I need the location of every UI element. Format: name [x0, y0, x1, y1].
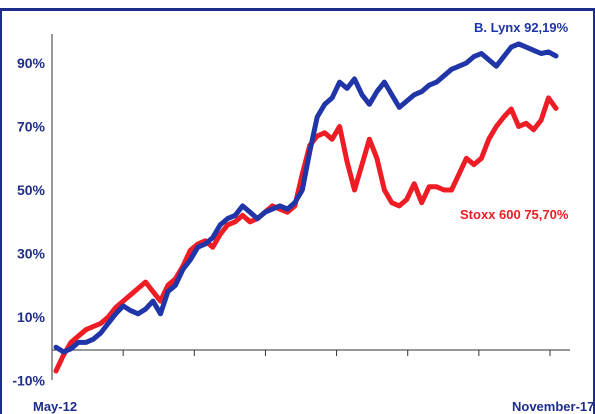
plot-area [53, 41, 559, 374]
chart-frame-right-border [593, 8, 595, 414]
y-tick-label: 90% [17, 55, 46, 71]
y-ticks: -10% 10% 30% 50% 70% 90% [12, 55, 45, 389]
series-label-lynx: B. Lynx 92,19% [474, 20, 569, 35]
chart-frame-left-border [0, 8, 2, 414]
series-line-stoxx [53, 95, 559, 374]
series-label-stoxx: Stoxx 600 75,70% [460, 207, 569, 222]
x-tick-label-end: November-17 [512, 399, 594, 414]
series-line-lynx [53, 41, 559, 355]
y-tick-label: 30% [17, 246, 46, 262]
y-tick-label: 10% [17, 309, 46, 325]
x-tick-label-start: May-12 [33, 399, 77, 414]
y-tick-label: 50% [17, 182, 46, 198]
y-tick-label: -10% [12, 373, 45, 389]
y-tick-label: 70% [17, 119, 46, 135]
x-axis-tick-marks [122, 350, 551, 356]
chart-frame-top-border [0, 8, 595, 11]
